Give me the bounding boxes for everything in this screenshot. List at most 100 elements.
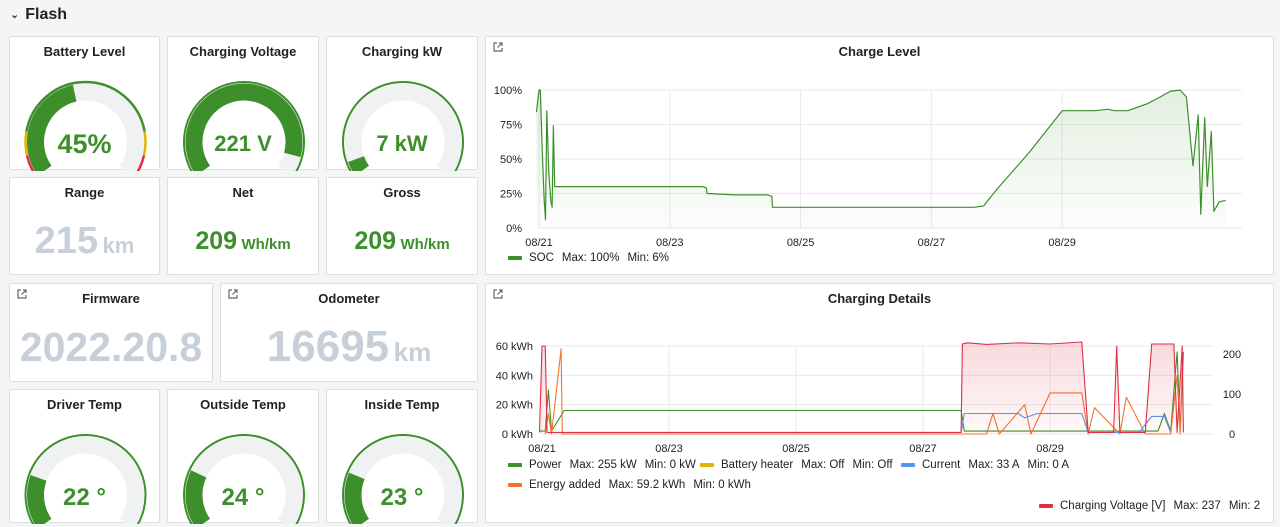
gauge-threshold-segment [24,131,29,156]
legend-series-name: Current [922,459,961,471]
y-tick-label: 25% [500,189,522,201]
driver-temp-gauge [24,434,147,524]
panel-title: Outside Temp [200,397,286,412]
panel-range[interactable]: Range 215 km [9,177,160,275]
external-link-icon[interactable] [16,288,28,300]
gauge-fill [185,83,303,171]
x-tick-label: 08/21 [525,237,553,249]
inside-temp-gauge [342,434,464,524]
x-tick-label: 08/25 [787,237,815,249]
y-left-tick-label: 0 kWh [502,429,533,441]
legend-swatch [508,463,522,467]
panel-charge-level[interactable]: Charge Level 100% 75% 50% 25% 0% 08/21 08/23 08… [485,36,1274,275]
x-tick-label: 08/23 [656,237,684,249]
gauge-threshold [24,80,147,171]
panel-battery-level[interactable]: Battery Level 45% [9,36,160,171]
gauge-fill [348,155,370,171]
x-tick-label: 08/29 [1048,237,1076,249]
net-unit: Wh/km [241,236,291,253]
gauge-fill [27,84,77,171]
legend-min: Min: Off [852,459,893,471]
panel-title: Charging kW [361,44,443,59]
panel-odometer[interactable]: Odometer 16695 km [220,283,478,382]
external-link-icon[interactable] [492,41,504,53]
legend-swatch [1039,504,1053,508]
x-tick-label: 08/21 [528,443,556,455]
legend-series-name: Charging Voltage [V] [1060,500,1166,512]
legend-swatch [700,463,714,467]
panel-title: Charging Details [827,291,932,306]
y-tick-label: 100% [494,85,522,97]
legend-min: Min: 0 A [1027,459,1070,471]
legend-item-current[interactable]: Current Max: 33 A Min: 0 A [901,459,1077,471]
legend-item-power[interactable]: Power Max: 255 kW Min: 0 kW [508,459,704,471]
series-area-charging-voltage [539,342,1184,434]
legend-max: Max: 100% [561,252,620,264]
x-tick-label: 08/27 [909,443,937,455]
y-right-tick-label: 0 [1229,429,1235,441]
y-right-tick-label: 200 [1223,349,1241,361]
soc-chart: 100% 75% 50% 25% 0%08/21 08/23 08/25 08/27 08/29 [494,85,1242,249]
legend-item-charging-voltage[interactable]: Charging Voltage [V] Max: 237 Min: 2 [1039,500,1268,512]
gauge-fill [344,472,370,524]
panel-title: Odometer [318,291,380,306]
range-unit: km [102,233,135,258]
gross-unit: Wh/km [400,236,450,253]
y-left-tick-label: 20 kWh [496,400,533,412]
gross-number: 209 [354,227,397,255]
gauge-fill [185,470,211,524]
gauge-outline [342,434,464,524]
gauge-outline [183,81,305,171]
legend-min: Min: 6% [627,252,669,264]
y-tick-label: 75% [500,120,522,132]
kw-gauge [342,81,464,171]
gauge-fill [27,474,52,524]
charging-details-chart: 60 kWh 40 kWh 20 kWh 0 kWh 200 100 0 08/21 08/23… [496,341,1241,455]
gauge-outline [342,81,464,171]
outside-temp-value: 24 ° [221,484,265,511]
panel-title: Inside Temp [364,397,440,412]
panel-charging-kw[interactable]: Charging kW 7 kW [326,36,478,171]
panel-driver-temp[interactable]: Driver Temp 22 ° [9,389,160,524]
panel-net[interactable]: Net 209 Wh/km [167,177,319,275]
x-tick-label: 08/23 [655,443,683,455]
panel-title: Firmware [82,291,140,306]
kw-value: 7 kW [376,131,428,156]
y-tick-label: 50% [500,154,522,166]
soc-area [536,90,1226,228]
legend-max: Max: 33 A [968,459,1020,471]
legend-min: Min: 2 [1228,500,1261,512]
legend-item-battery-heater[interactable]: Battery heater Max: Off Min: Off [700,459,901,471]
panel-outside-temp[interactable]: Outside Temp 24 ° [167,389,319,524]
legend-item-energy-added[interactable]: Energy added Max: 59.2 kWh Min: 0 kWh [508,479,759,491]
odometer-value: 16695 km [221,322,477,372]
panel-firmware[interactable]: Firmware 2022.20.8 [9,283,213,382]
x-tick-label: 08/27 [918,237,946,249]
soc-legend[interactable]: SOC Max: 100% Min: 6% [508,252,677,264]
gauge-threshold-segment [25,155,35,171]
panel-gross[interactable]: Gross 209 Wh/km [326,177,478,275]
panel-charging-voltage[interactable]: Charging Voltage 221 V [167,36,319,171]
x-tick-label: 08/25 [782,443,810,455]
gauge-threshold-segment [25,80,146,132]
legend-max: Max: Off [801,459,845,471]
external-link-icon[interactable] [492,288,504,300]
y-right-tick-label: 100 [1223,389,1241,401]
net-number: 209 [195,227,238,255]
soc-series-line [535,89,1226,221]
legend-min: Min: 0 kWh [693,479,751,491]
external-link-icon[interactable] [227,288,239,300]
gauge-track [344,83,462,171]
series-line-charging-voltage-v [538,341,1184,433]
legend-swatch [508,256,522,260]
panel-inside-temp[interactable]: Inside Temp 23 ° [326,389,478,524]
legend-max: Max: 237 [1173,500,1221,512]
row-header-flash[interactable]: ⌄ Flash [10,4,67,26]
gauge-outline [183,434,305,524]
battery-gauge [24,80,147,171]
panel-charging-details[interactable]: Charging Details 60 kWh 40 kWh 20 kWh 0 kWh… [485,283,1274,523]
y-left-tick-label: 40 kWh [496,370,533,382]
chevron-down-icon[interactable]: ⌄ [10,8,20,21]
panel-title: Range [64,185,105,200]
battery-value: 45% [57,129,112,159]
